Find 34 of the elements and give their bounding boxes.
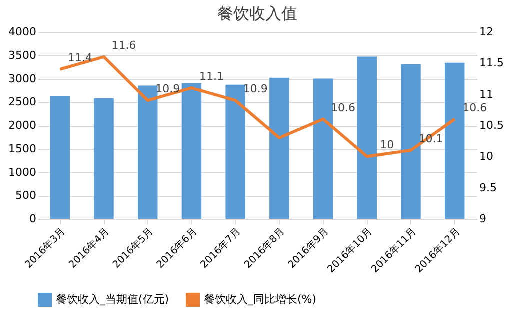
bar [226, 84, 246, 219]
y-tick-label: 500 [16, 189, 36, 202]
y-tick-label: 2500 [8, 96, 36, 109]
y-tick-label: 0 [30, 212, 36, 226]
y-tick-label: 3000 [8, 72, 36, 86]
y2-tick-label: 11.5 [480, 56, 504, 70]
data-label: 11.6 [112, 38, 136, 52]
data-label: 11.1 [199, 70, 224, 84]
y-tick-label: 4000 [8, 26, 36, 38]
y-tick-label: 1000 [8, 166, 36, 179]
data-label: 10 [380, 138, 394, 152]
bar [313, 78, 334, 219]
y2-tick-label: 11 [480, 88, 494, 101]
y-tick-label: 2000 [8, 119, 36, 132]
legend-label: 餐饮收入_当期值(亿元) [56, 293, 170, 306]
bar [94, 98, 114, 219]
y2-tick-label: 9.5 [480, 181, 497, 194]
data-label: 11.4 [68, 51, 92, 64]
y2-tick-label: 9 [480, 212, 486, 226]
bar [138, 86, 158, 219]
bar [357, 56, 378, 219]
bar [182, 83, 202, 219]
y2-tick-label: 10.5 [480, 119, 504, 132]
line-series [58, 55, 456, 158]
y-tick-label: 3500 [8, 48, 36, 62]
bar [401, 64, 421, 219]
y2-tick-label: 12 [480, 26, 494, 38]
bar [270, 78, 290, 219]
bar [50, 96, 70, 219]
legend-label: 餐饮收入_同比增长(%) [204, 293, 317, 306]
chart-title: 餐饮收入值 [218, 4, 298, 23]
y2-tick-label: 10 [480, 150, 494, 164]
y-tick-label: 1500 [8, 142, 36, 156]
bar [444, 62, 465, 219]
